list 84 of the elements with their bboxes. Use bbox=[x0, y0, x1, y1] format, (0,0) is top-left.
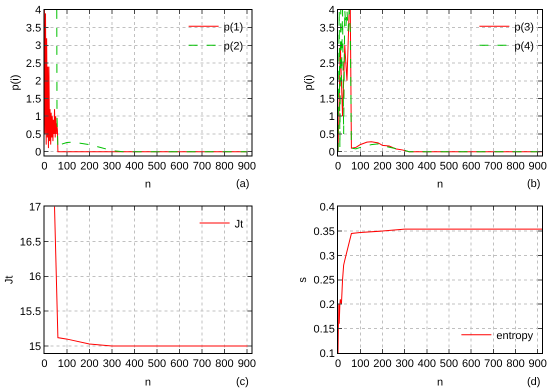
x-tick-label: 500 bbox=[440, 358, 458, 370]
x-axis-title: n bbox=[437, 178, 444, 191]
x-tick-label: 900 bbox=[528, 160, 547, 172]
x-tick-label: 500 bbox=[440, 160, 458, 172]
x-tick-label: 700 bbox=[484, 160, 503, 172]
x-tick-label: 300 bbox=[395, 160, 414, 172]
x-axis-title: n bbox=[144, 178, 151, 191]
legend-label: p(3) bbox=[514, 22, 534, 34]
x-tick-label: 100 bbox=[351, 358, 370, 370]
legend-label: p(4) bbox=[514, 40, 534, 53]
x-tick-label: 200 bbox=[373, 358, 392, 370]
y-tick-label: 2 bbox=[35, 76, 42, 88]
x-tick-label: 200 bbox=[373, 160, 392, 172]
x-tick-label: 400 bbox=[125, 358, 144, 370]
y-tick-label: 0.1 bbox=[320, 348, 335, 360]
x-axis-title: n bbox=[144, 376, 151, 388]
y-tick-label: 2.5 bbox=[320, 58, 335, 70]
x-tick-label: 400 bbox=[418, 160, 436, 172]
x-tick-label: 200 bbox=[80, 358, 99, 370]
y-tick-label: 16.5 bbox=[20, 236, 42, 248]
x-tick-label: 600 bbox=[170, 160, 189, 172]
y-tick-label: 0 bbox=[35, 146, 42, 159]
x-tick-label: 800 bbox=[506, 160, 525, 172]
y-axis-title: Jt bbox=[3, 276, 16, 284]
text: (a) bbox=[236, 178, 250, 190]
x-tick-label: 700 bbox=[484, 358, 503, 370]
y-tick-label: 0.3 bbox=[320, 250, 335, 262]
y-tick-label: 0.2 bbox=[320, 299, 335, 312]
text: (b) bbox=[527, 178, 540, 190]
y-tick-label: 16 bbox=[28, 271, 42, 284]
legend-label: Jt bbox=[234, 218, 244, 230]
y-tick-label: 15.5 bbox=[20, 306, 42, 318]
y-tick-label: 3 bbox=[35, 40, 42, 52]
y-tick-label: 15 bbox=[28, 340, 42, 353]
y-tick-label: 3.5 bbox=[320, 22, 335, 34]
x-tick-label: 300 bbox=[102, 358, 122, 370]
x-tick-label: 400 bbox=[418, 358, 436, 370]
legend-label: p(1) bbox=[224, 22, 244, 34]
x-tick-label: 100 bbox=[58, 160, 76, 172]
x-tick-label: 700 bbox=[192, 160, 212, 172]
x-tick-label: 600 bbox=[462, 160, 480, 172]
x-tick-label: 800 bbox=[506, 358, 525, 370]
y-tick-label: 0.5 bbox=[26, 128, 42, 141]
y-tick-label: 4 bbox=[328, 4, 335, 17]
x-tick-label: 900 bbox=[238, 160, 256, 172]
y-tick-label: 2.5 bbox=[26, 58, 42, 70]
x-tick-label: 300 bbox=[102, 160, 122, 172]
legend-label: entropy bbox=[496, 330, 534, 342]
y-tick-label: 0.5 bbox=[320, 128, 335, 141]
y-tick-label: 0.15 bbox=[313, 323, 335, 336]
x-tick-label: 600 bbox=[462, 358, 480, 370]
y-tick-label: 1.5 bbox=[26, 93, 42, 106]
x-tick-label: 600 bbox=[170, 358, 189, 370]
x-tick-label: 900 bbox=[528, 358, 547, 370]
y-tick-label: 3.5 bbox=[26, 22, 42, 34]
x-tick-label: 800 bbox=[215, 160, 234, 172]
legend-label: p(2) bbox=[224, 40, 244, 53]
x-tick-label: 500 bbox=[148, 160, 166, 172]
y-axis-title: p(i) bbox=[10, 74, 22, 90]
text: (c) bbox=[236, 376, 249, 388]
x-tick-label: 300 bbox=[395, 358, 414, 370]
y-tick-label: 1 bbox=[35, 111, 42, 124]
y-axis-title: s bbox=[297, 276, 310, 283]
x-tick-label: 700 bbox=[192, 358, 212, 370]
x-tick-label: 400 bbox=[125, 160, 144, 172]
y-tick-label: 0.4 bbox=[320, 201, 335, 214]
x-tick-label: 500 bbox=[148, 358, 166, 370]
x-tick-label: 200 bbox=[80, 160, 99, 172]
text: (d) bbox=[527, 376, 540, 388]
y-tick-label: 3 bbox=[328, 40, 335, 52]
y-axis-title: p(i) bbox=[303, 74, 316, 90]
y-tick-label: 17 bbox=[28, 201, 42, 214]
x-axis-title: n bbox=[437, 376, 444, 388]
y-tick-label: 2 bbox=[328, 76, 335, 88]
x-tick-label: 800 bbox=[215, 358, 234, 370]
y-tick-label: 0 bbox=[328, 146, 335, 159]
y-tick-label: 1 bbox=[328, 111, 335, 124]
y-tick-label: 0.35 bbox=[313, 226, 335, 238]
y-tick-label: 1.5 bbox=[320, 93, 335, 106]
x-tick-label: 900 bbox=[238, 358, 256, 370]
y-tick-label: 4 bbox=[35, 4, 42, 17]
x-tick-label: 100 bbox=[351, 160, 370, 172]
y-tick-label: 0.25 bbox=[313, 274, 335, 287]
x-tick-label: 100 bbox=[58, 358, 76, 370]
